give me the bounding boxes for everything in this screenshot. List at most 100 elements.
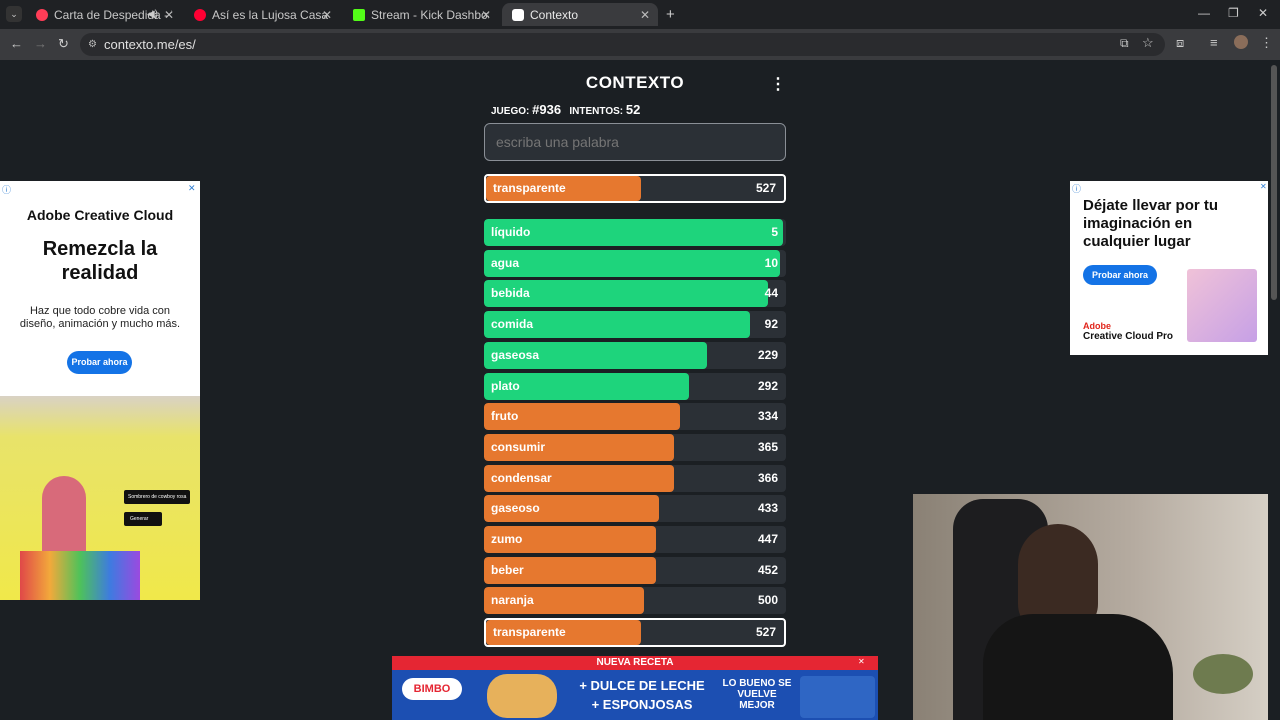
attempts-label: INTENTOS: bbox=[569, 106, 624, 117]
tab-kick[interactable]: Stream - Kick Dashboard ✕ bbox=[343, 3, 499, 26]
tab-strip: ⌄ Carta de Despedida - YouTu ◀) ✕ Así es… bbox=[0, 0, 1280, 29]
bookmark-star-icon[interactable]: ☆ bbox=[1142, 35, 1154, 50]
youtube-favicon-icon bbox=[36, 8, 48, 21]
ad-brand: Adobe Creative Cloud bbox=[26, 207, 174, 223]
ad-left[interactable]: ⓘ ✕ Adobe Creative Cloud Remezcla la rea… bbox=[0, 181, 200, 600]
guess-row: gaseosa 229 bbox=[484, 341, 786, 369]
guess-row: condensar 366 bbox=[484, 464, 786, 492]
game-number: #936 bbox=[532, 102, 562, 117]
ad-body: Haz que todo cobre vida con diseño, anim… bbox=[19, 305, 181, 330]
ad-close-icon[interactable]: ✕ bbox=[188, 183, 196, 193]
toolbar: ← → ↻ ⚙ contexto.me/es/ ⧉ ☆ ⧈ ≡ ⋮ bbox=[0, 29, 1280, 60]
ad-close-icon[interactable]: ✕ bbox=[858, 657, 865, 666]
address-bar[interactable]: ⚙ contexto.me/es/ bbox=[80, 33, 1165, 56]
ad-cta-button[interactable]: Probar ahora bbox=[1083, 265, 1157, 285]
forward-icon[interactable]: → bbox=[34, 36, 47, 51]
guess-rank: 44 bbox=[764, 286, 778, 301]
game-stats: JUEGO: #936 INTENTOS: 52 bbox=[491, 102, 640, 117]
ad-generate-chip: Generar bbox=[124, 512, 162, 526]
guess-rank: 10 bbox=[764, 255, 778, 270]
guess-rank: 292 bbox=[757, 378, 778, 393]
game-label: JUEGO: bbox=[491, 106, 530, 117]
guess-proximity-bar bbox=[484, 280, 768, 308]
guess-word: gaseoso bbox=[491, 501, 540, 516]
ad-headline: Déjate llevar por tu imaginación en cual… bbox=[1083, 197, 1219, 250]
guess-proximity-bar bbox=[486, 620, 641, 646]
bimbo-logo: BIMBO bbox=[402, 678, 462, 700]
ad-right[interactable]: ⓘ ✕ Déjate llevar por tu imaginación en … bbox=[1070, 181, 1270, 355]
guess-proximity-bar bbox=[484, 403, 681, 431]
tab-label: Stream - Kick Dashboard bbox=[371, 7, 489, 22]
guess-row: agua 10 bbox=[484, 249, 786, 277]
close-tab-icon[interactable]: ✕ bbox=[321, 7, 332, 22]
muffin-illustration bbox=[487, 674, 557, 718]
guess-rank: 433 bbox=[757, 501, 778, 516]
guess-rank: 229 bbox=[757, 347, 778, 362]
kick-favicon-icon bbox=[353, 8, 365, 21]
close-window-icon[interactable]: ✕ bbox=[1258, 6, 1269, 20]
adchoices-icon[interactable]: ⓘ bbox=[2, 185, 12, 195]
word-input[interactable] bbox=[484, 123, 786, 161]
scrollbar-thumb[interactable] bbox=[1271, 65, 1277, 300]
new-tab-icon[interactable]: + bbox=[666, 6, 675, 23]
close-tab-icon[interactable]: ✕ bbox=[163, 7, 174, 22]
profile-avatar[interactable] bbox=[1234, 35, 1248, 49]
page-scrollbar[interactable] bbox=[1268, 60, 1280, 720]
guess-row: naranja 500 bbox=[484, 587, 786, 615]
guess-rank: 452 bbox=[757, 562, 778, 577]
tab-label: Carta de Despedida - YouTu bbox=[54, 7, 172, 22]
adchoices-icon[interactable]: ⓘ bbox=[1072, 184, 1082, 194]
guess-rank: 366 bbox=[757, 470, 778, 485]
ad-prompt-chip: Sombrero de cowboy rosa bbox=[124, 490, 190, 504]
extensions-icon[interactable]: ⧈ bbox=[1176, 35, 1185, 50]
guess-proximity-bar bbox=[484, 526, 657, 553]
guess-word: naranja bbox=[491, 593, 534, 608]
last-guess-word: transparente bbox=[493, 181, 566, 195]
ad-cta-button[interactable]: Probar ahora bbox=[67, 351, 132, 374]
guess-rank: 365 bbox=[757, 439, 778, 454]
close-tab-icon[interactable]: ✕ bbox=[480, 7, 491, 22]
guess-rank: 5 bbox=[771, 225, 778, 239]
maximize-icon[interactable]: ❐ bbox=[1228, 6, 1239, 20]
guess-row: líquido 5 bbox=[484, 219, 786, 246]
guess-proximity-bar bbox=[484, 556, 657, 584]
guess-rank: 500 bbox=[757, 593, 778, 608]
ad-bottom[interactable]: NUEVA RECETA BIMBO + DULCE DE LECHE + ES… bbox=[392, 656, 878, 720]
media-controls-icon[interactable]: ≡ bbox=[1210, 35, 1218, 50]
browser-menu-icon[interactable]: ⋮ bbox=[1260, 35, 1273, 50]
tab-jbalvin[interactable]: Así es la Lujosa Casa de JBalvin ✕ bbox=[184, 3, 340, 26]
guess-word: plato bbox=[491, 378, 520, 393]
guess-word: gaseosa bbox=[491, 347, 540, 362]
contexto-favicon-icon bbox=[512, 8, 524, 21]
speaker-icon[interactable]: ◀) bbox=[146, 9, 158, 20]
back-icon[interactable]: ← bbox=[10, 36, 23, 51]
site-info-icon[interactable]: ⚙ bbox=[88, 39, 97, 50]
ad-slogan: LO BUENO SE VUELVE MEJOR bbox=[722, 678, 792, 711]
close-tab-icon[interactable]: ✕ bbox=[639, 7, 650, 22]
guess-word: agua bbox=[491, 255, 520, 270]
reload-icon[interactable]: ↻ bbox=[58, 36, 69, 51]
webcam-overlay bbox=[913, 494, 1280, 720]
ad-close-icon[interactable]: ✕ bbox=[1260, 182, 1267, 191]
guess-word: líquido bbox=[491, 225, 531, 239]
game-menu-icon[interactable]: ⋮ bbox=[770, 76, 786, 93]
adobe-logo: Adobe bbox=[1083, 321, 1111, 331]
guess-word: consumir bbox=[491, 439, 546, 454]
tab-contexto[interactable]: Contexto ✕ bbox=[502, 3, 658, 26]
install-app-icon[interactable]: ⧉ bbox=[1120, 36, 1129, 50]
tab-label: Contexto bbox=[530, 7, 579, 22]
guess-rank: 92 bbox=[764, 317, 778, 332]
minimize-icon[interactable]: — bbox=[1198, 6, 1210, 20]
guess-row: comida 92 bbox=[484, 311, 786, 339]
last-guess-rank: 527 bbox=[755, 181, 776, 195]
ad-copy: + DULCE DE LECHE + ESPONJOSAS bbox=[579, 678, 705, 712]
guess-proximity-bar bbox=[484, 372, 690, 400]
guess-proximity-bar bbox=[484, 249, 780, 277]
game-title: CONTEXTO bbox=[585, 73, 685, 92]
guess-proximity-bar bbox=[484, 219, 783, 246]
tab-youtube[interactable]: Carta de Despedida - YouTu ◀) ✕ bbox=[26, 3, 182, 26]
guess-row: consumir 365 bbox=[484, 433, 786, 461]
tab-search-button[interactable]: ⌄ bbox=[6, 6, 22, 22]
guess-word: transparente bbox=[493, 625, 566, 640]
guess-row-current: transparente 527 bbox=[484, 618, 786, 648]
